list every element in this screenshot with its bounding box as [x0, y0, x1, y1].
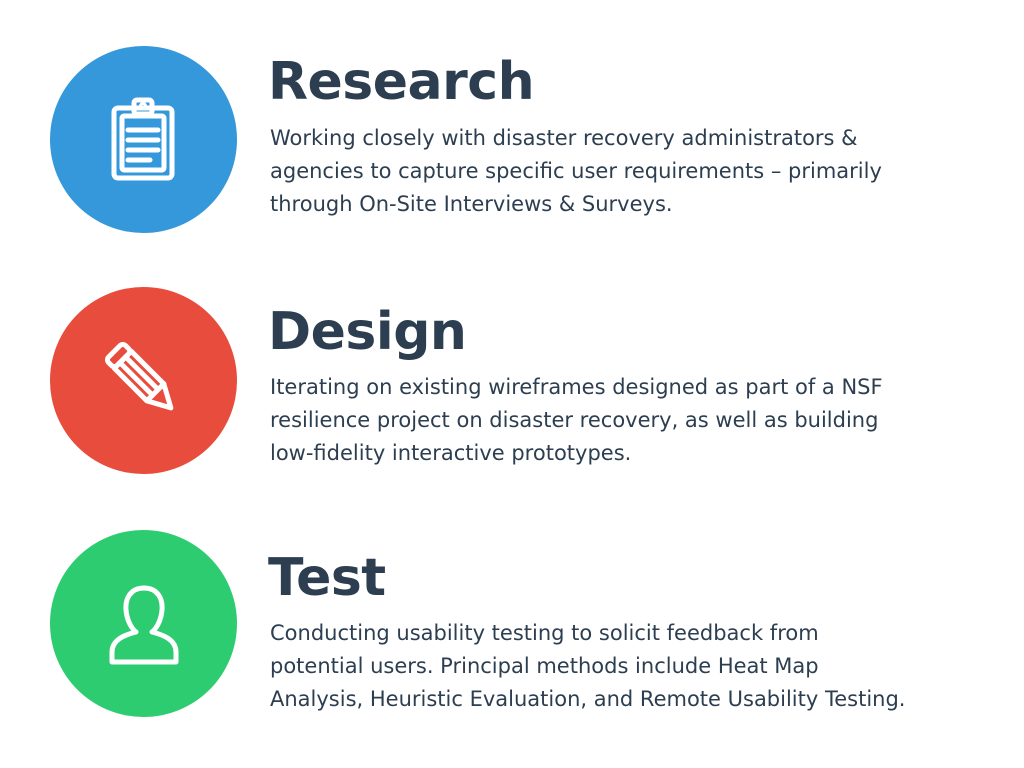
pencil-icon — [104, 341, 173, 410]
design-description-line: resilience project on disaster recovery,… — [270, 408, 879, 432]
design-description: Iterating on existing wireframes designe… — [270, 371, 970, 470]
research-icon-circle — [50, 46, 237, 233]
design-description-line: Iterating on existing wireframes designe… — [270, 375, 883, 399]
test-description-line: potential users. Principal methods inclu… — [270, 654, 819, 678]
research-description: Working closely with disaster recovery a… — [270, 122, 970, 221]
test-description-line: Analysis, Heuristic Evaluation, and Remo… — [270, 687, 906, 711]
test-icon-circle — [50, 530, 237, 717]
test-description-line: Conducting usability testing to solicit … — [270, 621, 819, 645]
user-icon — [109, 585, 178, 664]
research-description-line: agencies to capture specific user requir… — [270, 159, 882, 183]
design-title: Design — [268, 302, 467, 362]
design-description-line: low-fidelity interactive prototypes. — [270, 441, 632, 465]
design-icon-circle — [50, 287, 237, 474]
research-title: Research — [268, 52, 535, 112]
clipboard-icon — [111, 97, 174, 180]
research-description-line: through On-Site Interviews & Surveys. — [270, 192, 673, 216]
research-description-line: Working closely with disaster recovery a… — [270, 126, 858, 150]
test-description: Conducting usability testing to solicit … — [270, 617, 970, 716]
test-title: Test — [268, 548, 386, 608]
